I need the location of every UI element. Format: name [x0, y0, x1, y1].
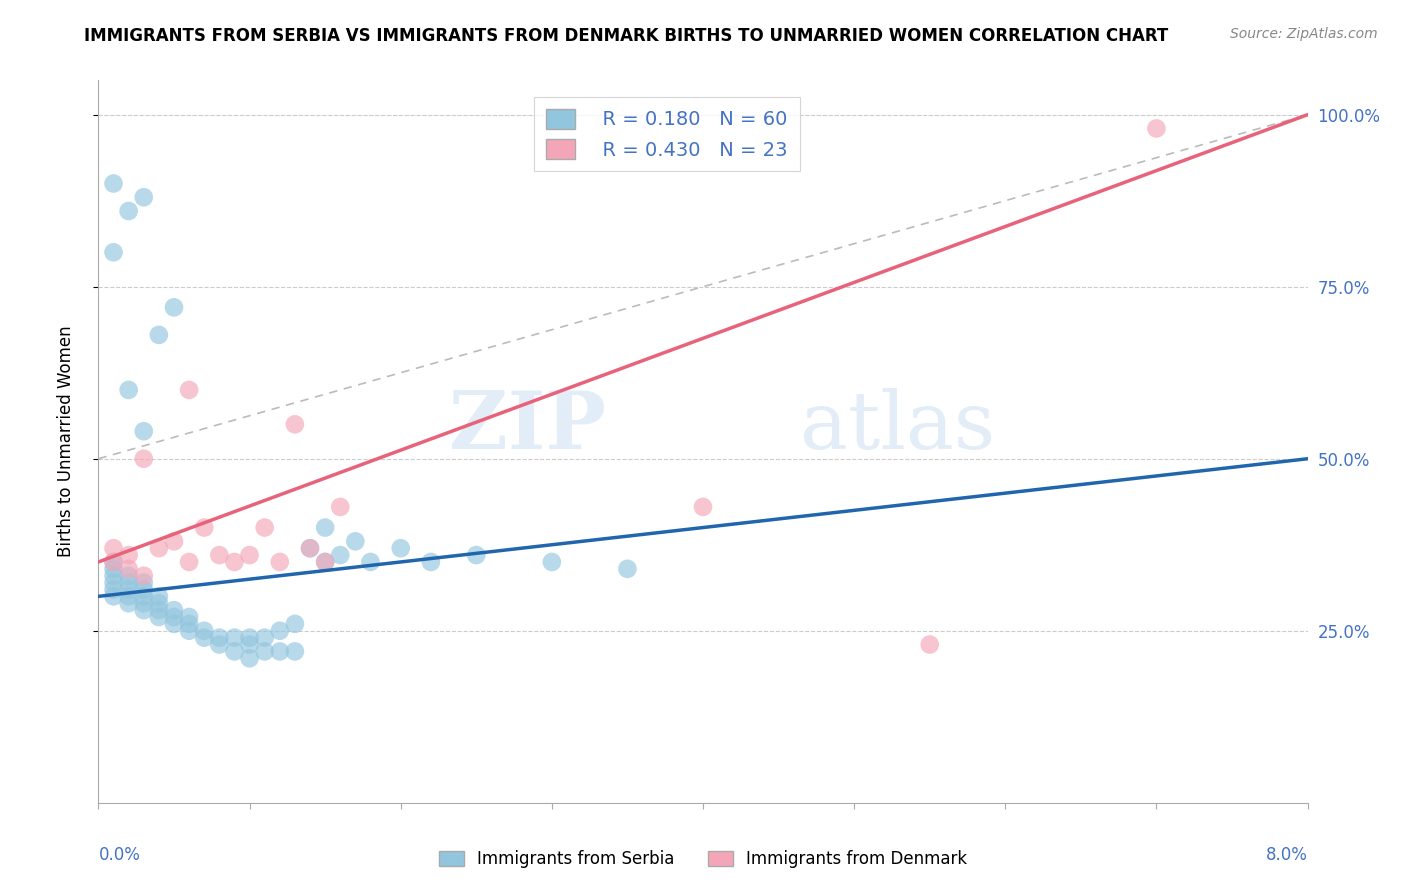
Point: [132, 575, 155, 590]
Point: [103, 575, 125, 590]
Point: [118, 590, 141, 604]
Point: [103, 582, 125, 597]
Point: [103, 555, 125, 569]
Point: [179, 624, 201, 638]
Point: [329, 500, 352, 514]
Point: [1146, 121, 1168, 136]
Point: [239, 631, 262, 645]
Point: [193, 624, 215, 638]
Point: [148, 596, 170, 610]
Text: 8.0%: 8.0%: [1265, 847, 1308, 864]
Point: [148, 590, 170, 604]
Point: [132, 596, 155, 610]
Point: [193, 520, 215, 534]
Point: [253, 520, 276, 534]
Point: [148, 327, 170, 342]
Point: [132, 451, 155, 466]
Point: [253, 631, 276, 645]
Point: [118, 548, 141, 562]
Point: [103, 555, 125, 569]
Point: [163, 301, 186, 315]
Point: [420, 555, 443, 569]
Point: [132, 190, 155, 204]
Point: [148, 541, 170, 556]
Point: [103, 562, 125, 576]
Text: ZIP: ZIP: [450, 388, 606, 467]
Y-axis label: Births to Unmarried Women: Births to Unmarried Women: [56, 326, 75, 558]
Point: [918, 638, 941, 652]
Point: [132, 582, 155, 597]
Point: [132, 590, 155, 604]
Text: atlas: atlas: [800, 388, 995, 467]
Point: [224, 631, 246, 645]
Point: [299, 541, 322, 556]
Point: [284, 417, 307, 432]
Point: [132, 424, 155, 438]
Point: [692, 500, 714, 514]
Point: [163, 603, 186, 617]
Point: [540, 555, 562, 569]
Point: [148, 603, 170, 617]
Point: [163, 610, 186, 624]
Point: [118, 204, 141, 219]
Point: [616, 562, 638, 576]
Point: [103, 177, 125, 191]
Point: [269, 624, 291, 638]
Point: [224, 644, 246, 658]
Point: [179, 610, 201, 624]
Point: [329, 548, 352, 562]
Point: [314, 555, 336, 569]
Point: [253, 644, 276, 658]
Point: [118, 596, 141, 610]
Point: [360, 555, 382, 569]
Point: [179, 383, 201, 397]
Point: [208, 638, 231, 652]
Legend: Immigrants from Serbia, Immigrants from Denmark: Immigrants from Serbia, Immigrants from …: [432, 844, 974, 875]
Point: [389, 541, 412, 556]
Point: [314, 555, 336, 569]
Point: [163, 534, 186, 549]
Point: [284, 616, 307, 631]
Point: [163, 616, 186, 631]
Point: [239, 651, 262, 665]
Text: IMMIGRANTS FROM SERBIA VS IMMIGRANTS FROM DENMARK BIRTHS TO UNMARRIED WOMEN CORR: IMMIGRANTS FROM SERBIA VS IMMIGRANTS FRO…: [84, 27, 1168, 45]
Point: [224, 555, 246, 569]
Point: [269, 555, 291, 569]
Point: [299, 541, 322, 556]
Point: [208, 548, 231, 562]
Point: [118, 582, 141, 597]
Point: [118, 575, 141, 590]
Point: [103, 590, 125, 604]
Point: [208, 631, 231, 645]
Point: [103, 541, 125, 556]
Legend:   R = 0.180   N = 60,   R = 0.430   N = 23: R = 0.180 N = 60, R = 0.430 N = 23: [534, 97, 800, 171]
Point: [344, 534, 367, 549]
Point: [103, 568, 125, 582]
Point: [179, 616, 201, 631]
Point: [118, 568, 141, 582]
Point: [179, 555, 201, 569]
Point: [132, 603, 155, 617]
Text: 0.0%: 0.0%: [98, 847, 141, 864]
Point: [269, 644, 291, 658]
Point: [118, 383, 141, 397]
Point: [465, 548, 488, 562]
Point: [103, 245, 125, 260]
Point: [239, 638, 262, 652]
Point: [314, 520, 336, 534]
Point: [132, 568, 155, 582]
Point: [284, 644, 307, 658]
Point: [193, 631, 215, 645]
Point: [118, 562, 141, 576]
Text: Source: ZipAtlas.com: Source: ZipAtlas.com: [1230, 27, 1378, 41]
Point: [148, 610, 170, 624]
Point: [239, 548, 262, 562]
